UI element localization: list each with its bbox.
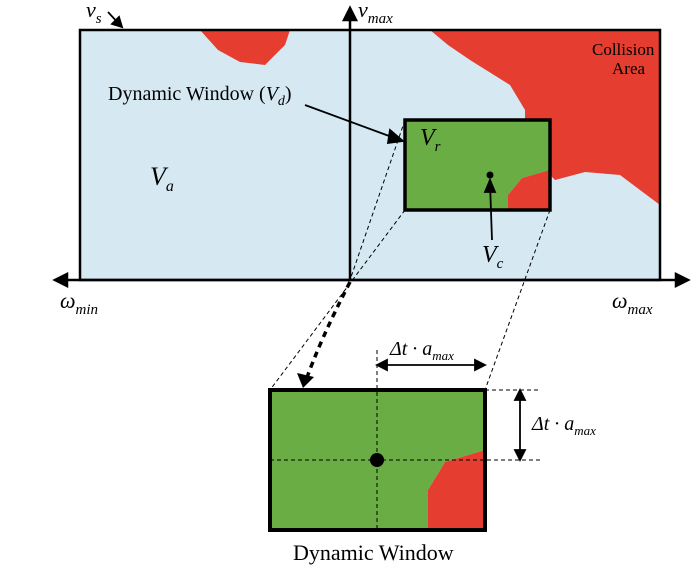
vs-label: vs: [86, 0, 102, 27]
diagram-svg: vs vmax ωmin ωmax Collision Area Dynamic…: [0, 0, 700, 581]
zoom-title: Dynamic Window: [293, 540, 454, 565]
omega-max-label: ωmax: [612, 288, 653, 318]
vs-arrow: [108, 12, 122, 27]
collision-label-2: Area: [612, 59, 645, 78]
dim-top: [377, 360, 485, 370]
zoom-arrow: [297, 282, 350, 388]
velocity-space: [80, 30, 660, 280]
dt-top-label: Δt · amax: [389, 338, 454, 363]
dt-right-label: Δt · amax: [531, 413, 596, 438]
collision-label-1: Collision: [592, 40, 655, 59]
omega-min-label: ωmin: [60, 288, 98, 318]
vc-dot: [487, 172, 494, 179]
vmax-label: vmax: [358, 0, 393, 27]
